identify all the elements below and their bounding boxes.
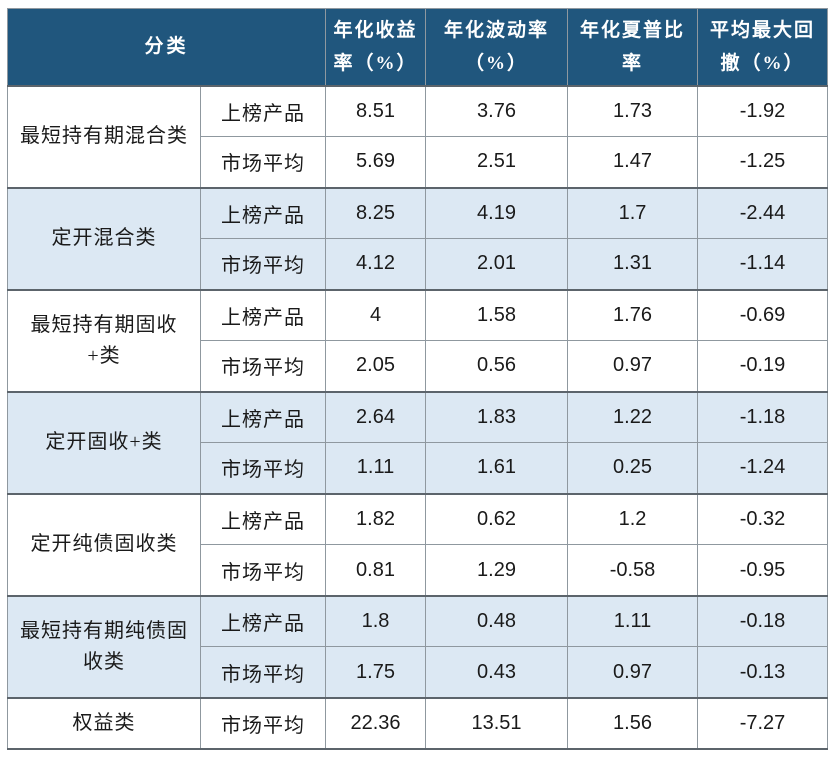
value-cell: 1.73 (567, 84, 699, 138)
table-row: 权益类 市场平均 22.36 13.51 1.56 -7.27 (7, 696, 829, 750)
value-cell: 1.8 (325, 594, 427, 648)
row-label-cell: 市场平均 (199, 136, 327, 189)
value-cell: 2.01 (425, 238, 569, 291)
category-cell: 最短持有期混合类 (7, 84, 201, 189)
table-row: 最短持有期混合类 上榜产品 8.51 3.76 1.73 -1.92 (7, 84, 829, 189)
value-cell: 1.31 (567, 238, 699, 291)
table-row: 定开固收+类 上榜产品 2.64 1.83 1.22 -1.18 (7, 390, 829, 495)
category-cell: 定开固收+类 (7, 390, 201, 495)
table-row: 定开纯债固收类 上榜产品 1.82 0.62 1.2 -0.32 (7, 492, 829, 597)
value-cell: 0.62 (425, 492, 569, 546)
header-category: 分类 (6, 8, 327, 86)
value-cell: -7.27 (697, 696, 829, 750)
header-annualized-volatility: 年化波动率（%） (425, 8, 569, 86)
value-cell: 22.36 (325, 696, 427, 750)
row-label-cell: 市场平均 (199, 442, 327, 495)
value-cell: -0.19 (697, 340, 829, 393)
value-cell: 1.61 (425, 442, 569, 495)
value-cell: -1.92 (697, 84, 829, 138)
value-cell: 1.58 (425, 288, 569, 342)
row-label-cell: 上榜产品 (199, 594, 327, 648)
header-row: 分类 年化收益率（%） 年化波动率（%） 年化夏普比率 平均最大回撤（%） (6, 8, 829, 86)
value-cell: -0.13 (697, 646, 829, 699)
value-cell: 1.29 (425, 544, 569, 597)
value-cell: 0.48 (425, 594, 569, 648)
category-cell: 权益类 (7, 696, 201, 750)
header-sharpe-ratio: 年化夏普比率 (567, 8, 699, 86)
value-cell: -1.25 (697, 136, 829, 189)
value-cell: -0.18 (697, 594, 829, 648)
row-label-cell: 上榜产品 (199, 492, 327, 546)
row-label-cell: 市场平均 (199, 696, 327, 750)
table-row: 最短持有期固收+类 上榜产品 4 1.58 1.76 -0.69 (7, 288, 829, 393)
table-row: 市场平均 1.11 1.61 0.25 -1.24 (8, 442, 829, 495)
row-label-cell: 上榜产品 (199, 84, 327, 138)
row-label-cell: 上榜产品 (199, 186, 327, 240)
row-label-cell: 市场平均 (199, 340, 327, 393)
header-annualized-return: 年化收益率（%） (325, 8, 427, 86)
value-cell: -0.32 (697, 492, 829, 546)
value-cell: -1.18 (697, 390, 829, 444)
value-cell: 0.25 (567, 442, 699, 495)
row-label-cell: 市场平均 (199, 646, 327, 699)
table-row: 市场平均 1.75 0.43 0.97 -0.13 (8, 646, 829, 699)
value-cell: 3.76 (425, 84, 569, 138)
value-cell: -1.14 (697, 238, 829, 291)
value-cell: 2.64 (325, 390, 427, 444)
value-cell: 1.7 (567, 186, 699, 240)
category-cell: 定开纯债固收类 (7, 492, 201, 597)
value-cell: 1.2 (567, 492, 699, 546)
category-cell: 最短持有期固收+类 (7, 288, 201, 393)
table-row: 市场平均 0.81 1.29 -0.58 -0.95 (8, 544, 829, 597)
value-cell: 1.75 (325, 646, 427, 699)
value-cell: -0.69 (697, 288, 829, 342)
category-cell: 最短持有期纯债固收类 (7, 594, 201, 699)
table-row: 市场平均 5.69 2.51 1.47 -1.25 (8, 136, 829, 189)
performance-table: 分类 年化收益率（%） 年化波动率（%） 年化夏普比率 平均最大回撤（%） 最短… (6, 8, 829, 750)
row-label-cell: 市场平均 (199, 238, 327, 291)
value-cell: 0.97 (567, 340, 699, 393)
value-cell: 1.22 (567, 390, 699, 444)
value-cell: 2.51 (425, 136, 569, 189)
table-row: 市场平均 2.05 0.56 0.97 -0.19 (8, 340, 829, 393)
value-cell: 4.19 (425, 186, 569, 240)
table-row: 定开混合类 上榜产品 8.25 4.19 1.7 -2.44 (7, 186, 829, 291)
category-cell: 定开混合类 (7, 186, 201, 291)
row-label-cell: 市场平均 (199, 544, 327, 597)
value-cell: 13.51 (425, 696, 569, 750)
value-cell: -1.24 (697, 442, 829, 495)
value-cell: 0.97 (567, 646, 699, 699)
row-label-cell: 上榜产品 (199, 390, 327, 444)
value-cell: 8.25 (325, 186, 427, 240)
table-row: 最短持有期纯债固收类 上榜产品 1.8 0.48 1.11 -0.18 (7, 594, 829, 699)
value-cell: 8.51 (325, 84, 427, 138)
value-cell: 0.43 (425, 646, 569, 699)
value-cell: 1.11 (567, 594, 699, 648)
value-cell: 1.11 (325, 442, 427, 495)
header-max-drawdown: 平均最大回撤（%） (697, 8, 829, 86)
table-row: 市场平均 4.12 2.01 1.31 -1.14 (8, 238, 829, 291)
value-cell: -0.95 (697, 544, 829, 597)
value-cell: 1.56 (567, 696, 699, 750)
row-label-cell: 上榜产品 (199, 288, 327, 342)
value-cell: 1.82 (325, 492, 427, 546)
value-cell: 4 (325, 288, 427, 342)
value-cell: 2.05 (325, 340, 427, 393)
value-cell: -2.44 (697, 186, 829, 240)
value-cell: 4.12 (325, 238, 427, 291)
value-cell: -0.58 (567, 544, 699, 597)
value-cell: 5.69 (325, 136, 427, 189)
value-cell: 1.83 (425, 390, 569, 444)
value-cell: 0.56 (425, 340, 569, 393)
value-cell: 1.76 (567, 288, 699, 342)
value-cell: 1.47 (567, 136, 699, 189)
value-cell: 0.81 (325, 544, 427, 597)
